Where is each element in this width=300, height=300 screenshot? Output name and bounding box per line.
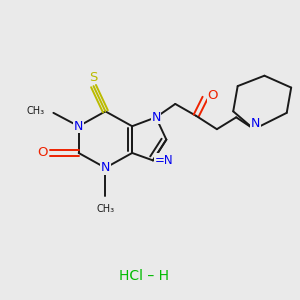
Text: O: O bbox=[38, 146, 48, 160]
Text: S: S bbox=[89, 71, 98, 84]
Text: O: O bbox=[207, 88, 218, 101]
Text: CH₃: CH₃ bbox=[27, 106, 45, 116]
Text: N: N bbox=[251, 117, 260, 130]
Text: =N: =N bbox=[154, 154, 173, 167]
Text: N: N bbox=[151, 111, 160, 124]
Text: N: N bbox=[101, 161, 110, 174]
Text: N: N bbox=[74, 120, 83, 133]
Text: HCl – H: HCl – H bbox=[119, 269, 169, 283]
Text: CH₃: CH₃ bbox=[96, 204, 115, 214]
